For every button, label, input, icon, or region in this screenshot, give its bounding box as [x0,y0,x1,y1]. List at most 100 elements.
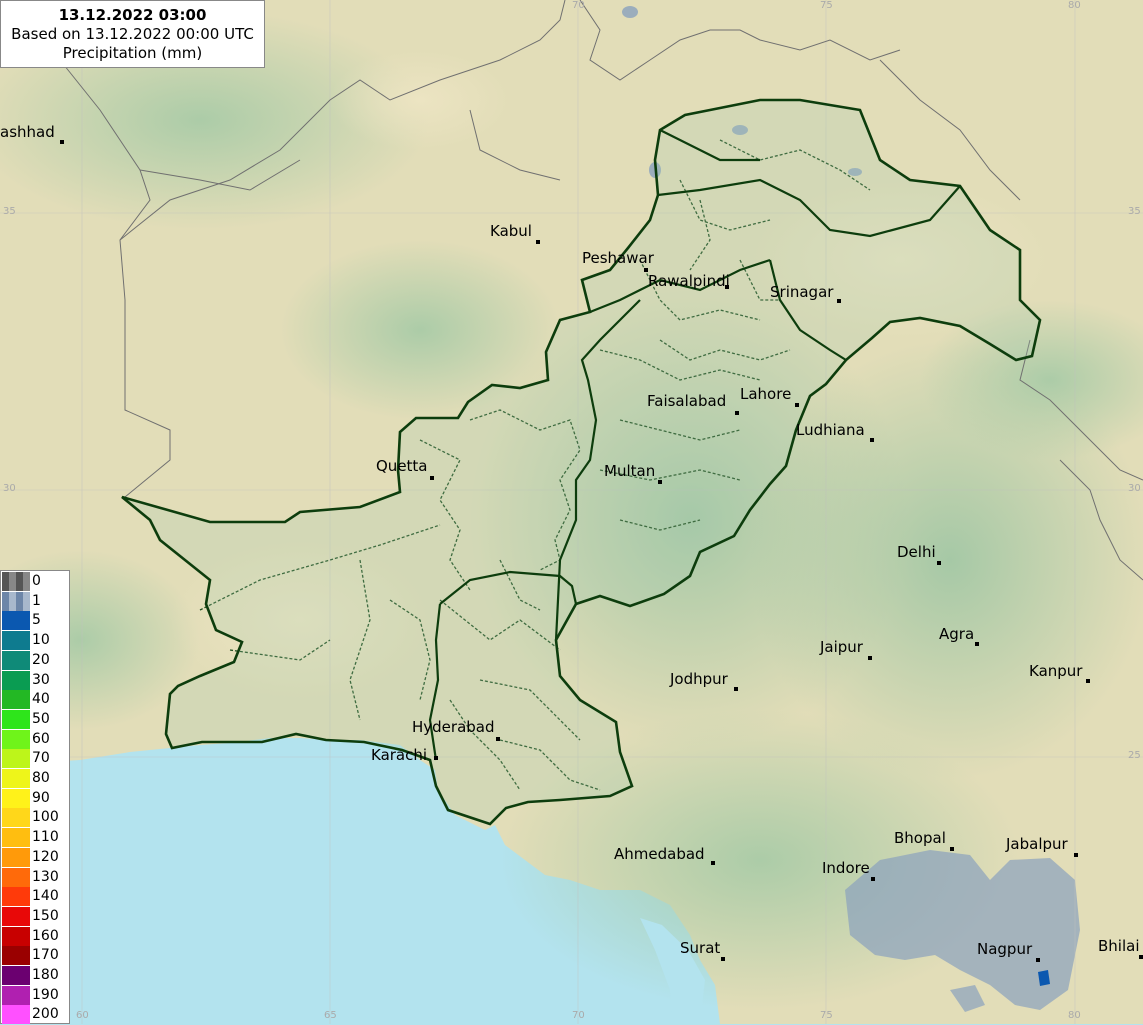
city-label: Hyderabad [412,718,495,736]
city-marker [725,285,729,289]
legend-row: 60 [1,729,71,750]
lon-label: 65 [324,1010,337,1021]
legend-label: 200 [32,1006,59,1023]
city-label: Bhilai [1098,937,1140,955]
precip-area-india [845,850,1080,1010]
precip-area-small [950,985,985,1012]
variable-label: Precipitation (mm) [62,44,203,62]
legend-label: 160 [32,927,59,944]
city-label: Srinagar [770,283,834,301]
legend-swatch [2,709,30,729]
legend-row: 80 [1,769,71,789]
city-label: Bhopal [894,829,946,847]
city-label: Agra [939,625,975,643]
city-marker [430,476,434,480]
city-marker [950,847,954,851]
legend-label: 40 [32,691,50,708]
city-label: Nagpur [977,940,1033,958]
city-marker [658,480,662,484]
legend-swatch [2,887,30,907]
lat-label: 35 [1128,206,1141,217]
legend-row: 10 [1,631,71,651]
legend-label: 120 [32,848,59,865]
legend-label: 190 [32,986,59,1003]
legend-label: 90 [32,789,50,806]
legend-row: 20 [1,650,71,671]
city-marker [1086,679,1090,683]
legend-row: 180 [1,966,71,986]
legend-row: 110 [1,828,71,848]
city-marker [644,268,648,272]
city-label: Faisalabad [647,392,727,410]
legend-swatch [2,749,30,769]
city-label: Kabul [490,222,532,240]
legend-swatch [2,946,30,966]
legend-row: 90 [1,788,71,809]
gulf-khambhat [640,918,705,1024]
lat-label: 30 [1128,483,1141,494]
lat-label: 35 [3,206,16,217]
city-marker [735,411,739,415]
legend-row: 0 [1,572,71,592]
legend-row: 200 [1,1005,71,1025]
legend-row: 140 [1,887,71,907]
legend-label: 30 [32,671,50,688]
legend-row: 5 [1,611,71,631]
legend-row: 150 [1,906,71,927]
city-label: Surat [680,939,721,957]
legend-row: 50 [1,709,71,730]
city-marker [795,403,799,407]
city-marker [870,438,874,442]
legend-row: 170 [1,946,71,966]
city-label: Kanpur [1029,662,1083,680]
city-label: Karachi [371,746,428,764]
legend-label: 20 [32,651,50,668]
legend-swatch [2,1005,30,1025]
legend-swatch [2,690,30,710]
lon-label: 80 [1068,0,1081,11]
city-label: Jodhpur [670,670,728,688]
legend-label: 10 [32,632,50,649]
lat-label: 25 [1128,750,1141,761]
legend-row: 100 [1,808,71,828]
city-marker [721,957,725,961]
legend-swatch [2,788,30,808]
legend-swatch [2,670,30,690]
legend-label: 170 [32,947,59,964]
lon-label: 75 [820,1010,833,1021]
legend-label: 100 [32,809,59,826]
city-marker [496,737,500,741]
city-label: Quetta [376,457,428,475]
legend-label: 150 [32,907,59,924]
city-marker [1036,958,1040,962]
international-borders [59,0,1143,581]
legend-row: 1 [1,591,71,612]
city-label: Peshawar [582,249,654,267]
legend-label: 70 [32,750,50,767]
city-marker [837,299,841,303]
legend-swatch [2,926,30,946]
legend-row: 120 [1,847,71,868]
legend-label: 0 [32,573,41,589]
district-boundaries [199,139,871,791]
legend-label: 180 [32,967,59,983]
lon-label: 70 [572,1010,585,1021]
city-marker [60,140,64,144]
legend-row: 30 [1,670,71,691]
legend-swatch [2,769,30,788]
city-marker [434,756,438,760]
city-marker [868,656,872,660]
legend-swatch [2,985,30,1005]
forecast-time: 13.12.2022 03:00 [58,6,207,24]
city-label: Indore [822,859,870,877]
city-marker [1074,853,1078,857]
legend-label: 110 [32,829,59,846]
city-label: Jaipur [820,638,863,656]
province-boundaries [428,129,961,761]
lat-label: 30 [3,483,16,494]
city-label: Ahmedabad [614,845,705,863]
lon-label: 60 [76,1010,89,1021]
legend-swatch [2,867,30,887]
